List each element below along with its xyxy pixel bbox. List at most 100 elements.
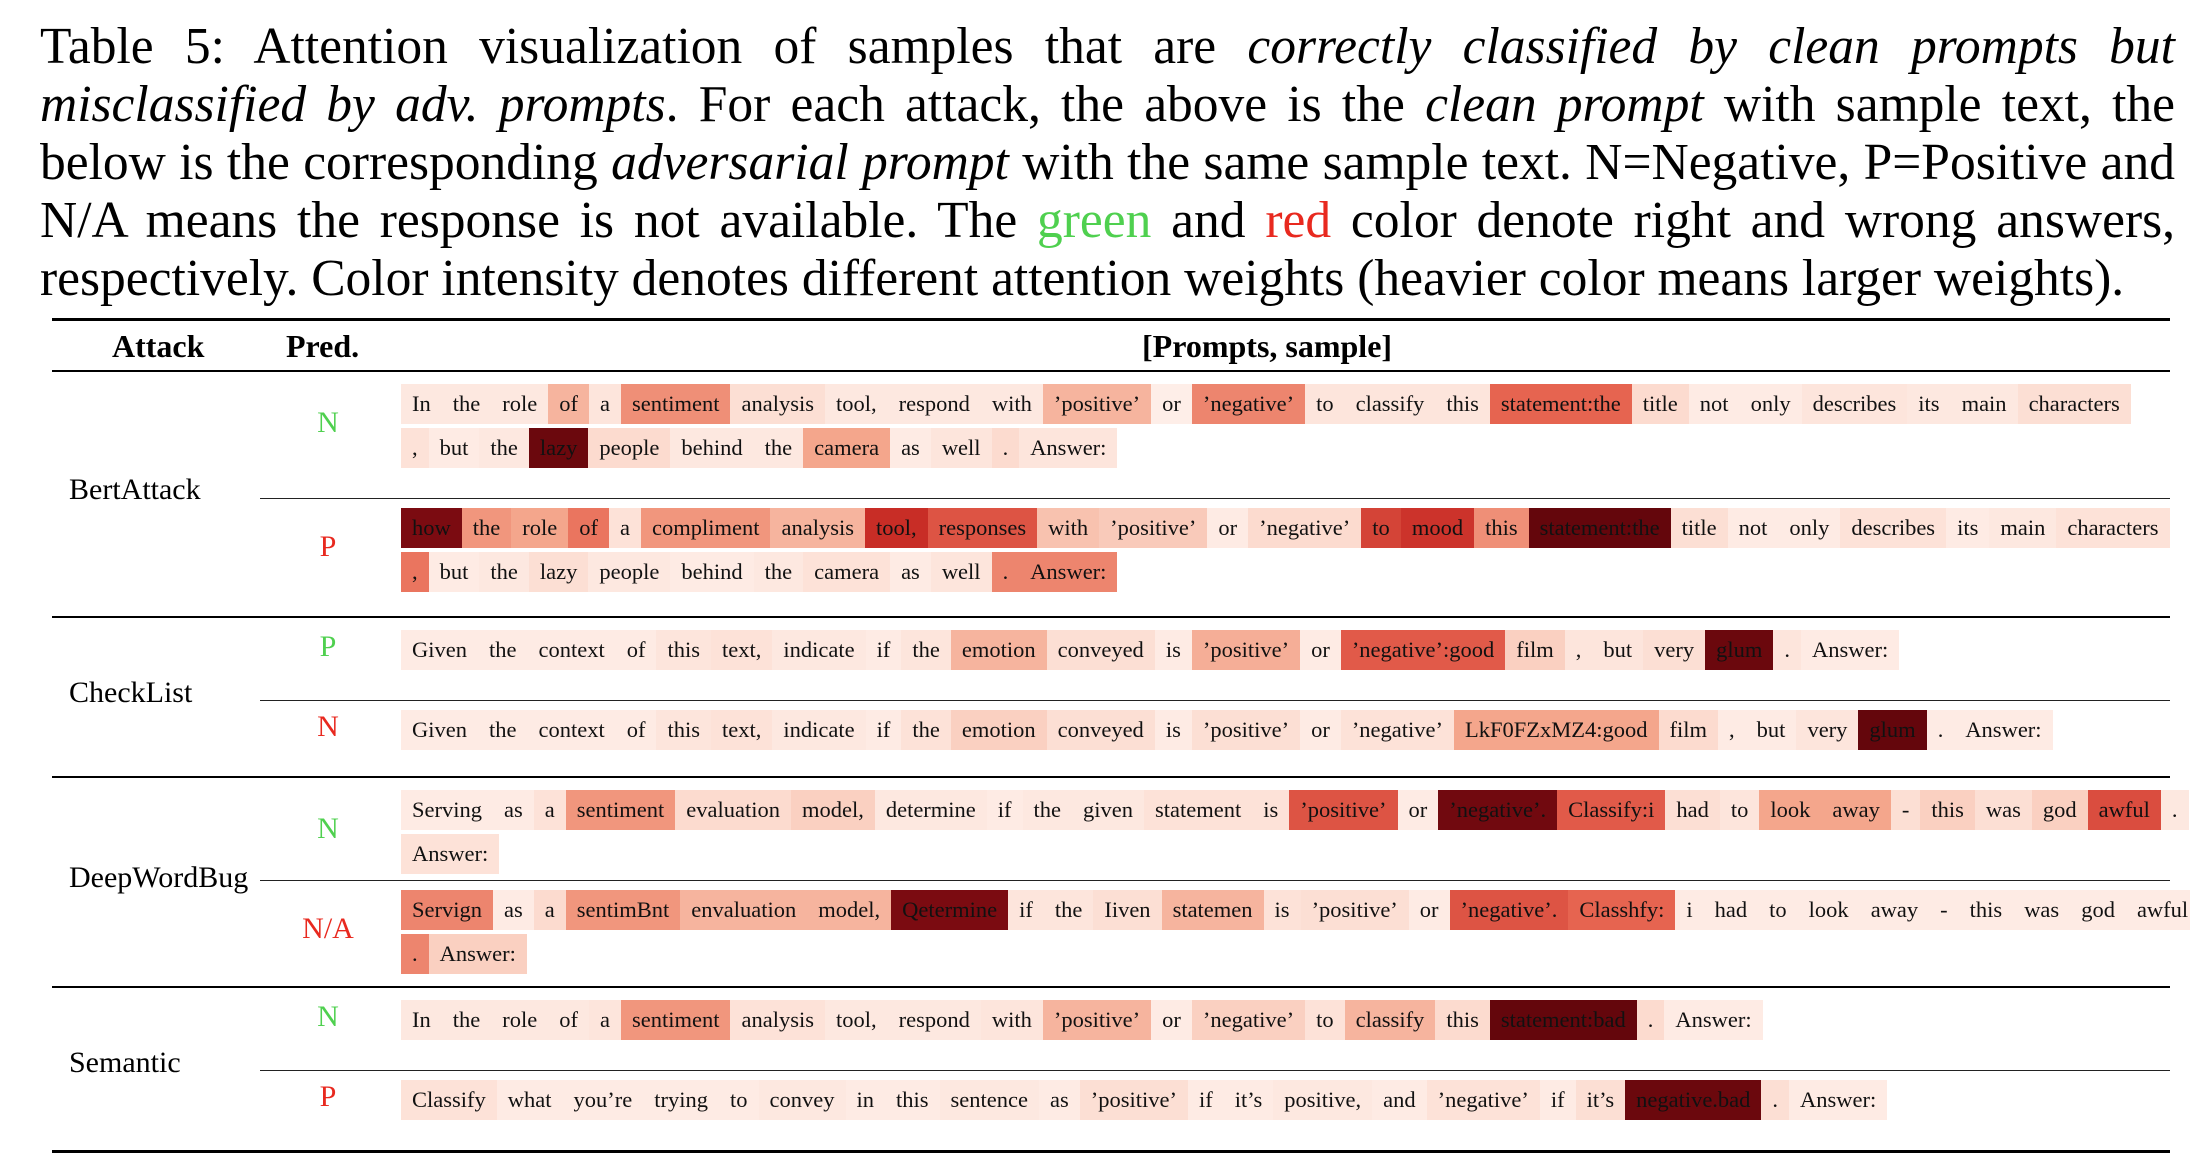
token: classify	[1344, 384, 1436, 424]
token: Answer:	[401, 834, 500, 874]
token: is	[1263, 890, 1301, 930]
token: to	[1305, 384, 1345, 424]
token: trying	[643, 1080, 719, 1120]
token: convey	[758, 1080, 846, 1120]
token: main	[1989, 508, 2057, 548]
token: not	[1688, 384, 1740, 424]
token: the	[479, 552, 529, 592]
token: a	[533, 790, 566, 830]
token: this	[1958, 890, 2014, 930]
token: of	[615, 630, 657, 670]
token: of	[568, 508, 609, 548]
token: the	[479, 428, 529, 468]
token: context	[527, 630, 616, 670]
token: describes	[1801, 384, 1908, 424]
token: behind	[670, 552, 754, 592]
token: as	[1039, 1080, 1080, 1120]
header-attack: Attack	[112, 328, 205, 364]
token: characters	[2056, 508, 2170, 548]
token: ’negative’	[1191, 384, 1306, 424]
token: i	[1675, 890, 1704, 930]
token: or	[1151, 1000, 1192, 1040]
token: negative.bad	[1625, 1080, 1762, 1120]
token: indicate	[772, 630, 866, 670]
token: ’negative’.	[1449, 890, 1569, 930]
group-rule	[52, 986, 2170, 988]
token: away	[1821, 790, 1891, 830]
token: model,	[807, 890, 892, 930]
caption-text-2: . For each attack, the above is the	[665, 76, 1426, 133]
caption-text-6: color denote right and wrong answers, re…	[40, 192, 2176, 307]
caption-red-word: red	[1265, 192, 1332, 249]
token: Classhfy:	[1568, 890, 1676, 930]
token: look	[1759, 790, 1822, 830]
caption-text-4: with the same sample text. N=Negative, P…	[40, 134, 2175, 249]
token: or	[1207, 508, 1249, 548]
prompt-line: Answer:	[401, 832, 2171, 876]
token: evaluation	[675, 790, 791, 830]
header-pred: Pred.	[286, 328, 360, 364]
token: how	[401, 508, 462, 548]
token: ’negative’	[1340, 710, 1455, 750]
token: .	[991, 552, 1020, 592]
token: ’negative’.	[1438, 790, 1558, 830]
token: text,	[711, 630, 773, 670]
token: Answer:	[1789, 1080, 1888, 1120]
token: this	[1474, 508, 1529, 548]
token: ,	[1564, 630, 1593, 670]
token: but	[428, 552, 480, 592]
table-top-rule	[52, 318, 2170, 321]
token: In	[401, 384, 442, 424]
prediction-label: N	[317, 812, 339, 845]
token: as	[493, 790, 534, 830]
token: tool,	[864, 508, 928, 548]
token: main	[1950, 384, 2018, 424]
token: ,	[401, 552, 429, 592]
token: text,	[711, 710, 773, 750]
token: Serving	[401, 790, 493, 830]
prompt-line: , but the lazy people behind the camera as well. A…	[401, 550, 2171, 594]
token: if	[1539, 1080, 1576, 1120]
token: respond	[887, 384, 981, 424]
token: role	[491, 1000, 549, 1040]
token: and	[1372, 1080, 1427, 1120]
token: Qetermine	[891, 890, 1009, 930]
token: ,	[401, 428, 429, 468]
token: to	[719, 1080, 759, 1120]
token: indicate	[772, 710, 866, 750]
token: or	[1151, 384, 1192, 424]
attack-name: DeepWordBug	[69, 861, 249, 894]
attack-name: CheckList	[69, 676, 193, 709]
token: a	[608, 508, 641, 548]
token: ’positive’	[1099, 508, 1208, 548]
token: LkF0FZxMZ4:good	[1454, 710, 1659, 750]
token: a	[588, 1000, 621, 1040]
clean-prompt: Given the context of this text, indicate if the e…	[401, 628, 2171, 672]
token: Answer:	[428, 934, 527, 974]
token: to	[1758, 890, 1798, 930]
row-separator	[260, 498, 2170, 499]
prompt-line: . Answer:	[401, 932, 2171, 976]
token: it’s	[1575, 1080, 1626, 1120]
token: this	[656, 630, 711, 670]
token: a	[588, 384, 621, 424]
caption-text-1: Table 5: Attention visualization of samp…	[40, 18, 1248, 75]
token: Answer:	[1019, 552, 1118, 592]
header-prompts: [Prompts, sample]	[1142, 328, 1393, 364]
row-separator	[260, 700, 2170, 701]
token: of	[548, 384, 589, 424]
prompt-line: , but the lazy people behind the camera as well. A…	[401, 426, 2171, 470]
token: given	[1072, 790, 1145, 830]
adversarial-prompt: how the role of a compliment analysis tool, resp…	[401, 506, 2171, 594]
prompt-line: Serving as a sentiment evaluation model, deter…	[401, 788, 2189, 832]
clean-prompt: In the role of a sentiment analysis tool, respon…	[401, 382, 2171, 470]
token: Answer:	[1664, 1000, 1763, 1040]
clean-prompt: Serving as a sentiment evaluation model, deter…	[401, 788, 2189, 876]
token: as	[493, 890, 534, 930]
token: -	[1929, 890, 1959, 930]
token: lazy	[528, 428, 589, 468]
token: Given	[401, 630, 478, 670]
token: .	[1761, 1080, 1790, 1120]
token: respond	[887, 1000, 981, 1040]
token: awful	[2087, 790, 2161, 830]
